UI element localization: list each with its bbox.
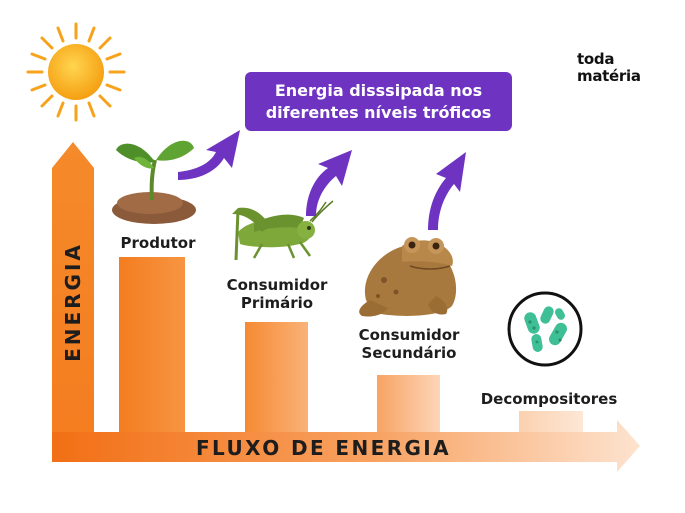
bar-produtor	[119, 257, 185, 432]
label-consumidor-primario: Consumidor Primário	[212, 276, 342, 312]
label-consumidor-secundario: Consumidor Secundário	[344, 326, 474, 362]
bar-consumidor-primario	[245, 322, 308, 432]
brand-logo: toda matéria	[577, 51, 657, 85]
y-axis-label: ENERGIA	[58, 232, 88, 372]
label-consumidor-secundario-line2: Secundário	[361, 344, 457, 362]
sun-icon	[26, 22, 126, 122]
frog-icon	[359, 237, 457, 317]
callout-line2: diferentes níveis tróficos	[265, 102, 492, 122]
energy-flow-arrow	[52, 420, 640, 472]
label-decompositores: Decompositores	[466, 390, 632, 408]
dissipation-arrow-icon	[178, 130, 466, 230]
brand-line1: toda	[577, 50, 615, 68]
grasshopper-icon	[232, 200, 334, 261]
label-consumidor-primario-line2: Primário	[240, 294, 314, 312]
label-decompositores-text: Decompositores	[480, 390, 618, 408]
energy-dissipated-callout: Energia disssipada nos diferentes níveis…	[245, 72, 512, 131]
plant-icon	[112, 140, 196, 224]
callout-line1: Energia disssipada nos	[274, 80, 483, 100]
bar-consumidor-secundario	[377, 375, 440, 432]
y-axis-label-text: ENERGIA	[61, 242, 85, 362]
x-axis-label: FLUXO DE ENERGIA	[196, 436, 452, 460]
label-consumidor-primario-line1: Consumidor	[226, 276, 328, 294]
bacteria-icon	[507, 291, 583, 367]
bar-decompositores	[519, 411, 583, 432]
label-produtor: Produtor	[112, 234, 204, 252]
label-produtor-text: Produtor	[120, 234, 196, 252]
energy-axis-arrow	[52, 142, 94, 440]
brand-line2: matéria	[577, 67, 641, 85]
label-consumidor-secundario-line1: Consumidor	[358, 326, 460, 344]
